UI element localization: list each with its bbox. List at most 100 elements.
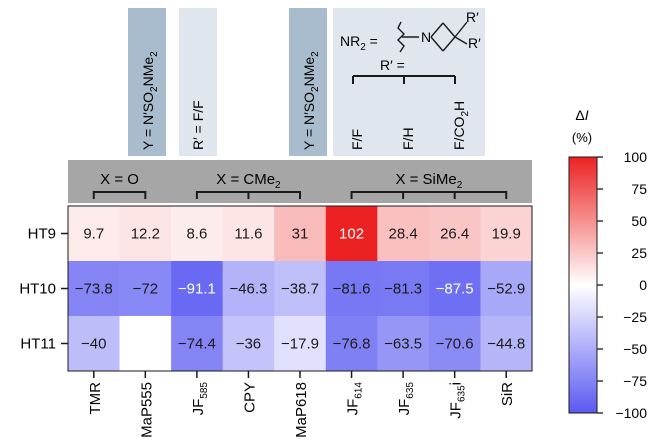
colorbar-tick-label: −100 bbox=[615, 405, 647, 421]
heatmap-cell bbox=[377, 261, 430, 317]
row-labels: HT9 HT10 HT11 bbox=[19, 226, 68, 353]
annotation-structure-panel: NR2 = N R′ R′ R′ = F/F F/H F/CO2H bbox=[333, 8, 485, 156]
heatmap-cell bbox=[222, 206, 275, 262]
column-label: CPY bbox=[241, 382, 258, 413]
heatmap-cell bbox=[222, 316, 275, 372]
heatmap-cell-label: −87.5 bbox=[436, 281, 474, 298]
heatmap-cell bbox=[119, 206, 172, 262]
heatmap-cell-label: −72 bbox=[133, 281, 158, 298]
heatmap-cell bbox=[171, 316, 223, 372]
heatmap-cell-label: 9.7 bbox=[83, 226, 104, 243]
annotation-strip-background bbox=[289, 8, 327, 156]
nr2-formula-label: NR2 = bbox=[340, 33, 378, 53]
colorbar-tick-label: 100 bbox=[624, 149, 648, 165]
heatmap-cells: 9.7 12.2 8.6 11.6 31 102 28.4 26.4 19.9 −73.8 −72 −… bbox=[68, 206, 533, 372]
colorbar-gradient bbox=[568, 156, 598, 414]
heatmap-cell-label: 28.4 bbox=[389, 226, 418, 243]
heatmap-cell-label: 31 bbox=[292, 226, 309, 243]
heatmap-cell bbox=[68, 206, 120, 262]
fluorophore-groups: X = O X = CMe2 X = SiMe2 bbox=[92, 171, 508, 199]
heatmap-cell bbox=[428, 261, 481, 317]
heatmap-cell-label: −74.4 bbox=[178, 336, 216, 353]
heatmap-cell bbox=[119, 316, 172, 372]
heatmap-cell-label: 12.2 bbox=[131, 226, 160, 243]
colorbar-ticks: 100 75 50 25 0 −25 −50 −75 −100 bbox=[597, 149, 647, 421]
colorbar-tick-label: 75 bbox=[631, 181, 647, 197]
column-label: SiR bbox=[499, 382, 516, 406]
annotation-strip-r-ff: R′ = F/F bbox=[179, 8, 217, 156]
heatmap-cell bbox=[325, 261, 378, 317]
heatmap-cell-label: −73.8 bbox=[75, 281, 113, 298]
heatmap-cell-label: −81.6 bbox=[333, 281, 371, 298]
annotation-strip-background bbox=[128, 8, 166, 156]
column-label: JF635i bbox=[448, 382, 468, 419]
group-label: X = CMe2 bbox=[216, 171, 281, 191]
wavy-bond-icon bbox=[397, 21, 405, 53]
colorbar-tick-label: 50 bbox=[631, 213, 647, 229]
heatmap-cell bbox=[480, 316, 533, 372]
heatmap-cell bbox=[68, 261, 120, 317]
heatmap-cell-label: −36 bbox=[236, 336, 261, 353]
heatmap-cell-label: 26.4 bbox=[440, 226, 469, 243]
column-label: TMR bbox=[87, 382, 104, 415]
group-label: X = O bbox=[100, 171, 139, 188]
heatmap-cell-label: −76.8 bbox=[333, 336, 371, 353]
group-label: X = SiMe2 bbox=[395, 171, 462, 191]
heatmap-cell bbox=[274, 261, 327, 317]
heatmap-cell bbox=[222, 261, 275, 317]
heatmap-cell-label: −70.6 bbox=[436, 336, 474, 353]
azetidine-structure-icon bbox=[397, 21, 468, 53]
heatmap-cell-label: 102 bbox=[339, 226, 364, 243]
heatmap-cell bbox=[325, 316, 378, 372]
annotation-r-ff-label: R′ = F/F bbox=[190, 100, 206, 150]
annotation-strip-y-nso2nme2-1: Y = N′SO2NMe2 bbox=[128, 8, 166, 156]
heatmap-cell-label: −17.9 bbox=[281, 336, 319, 353]
azetidine-n-label: N bbox=[421, 29, 431, 45]
column-labels: TMR MaP555 JF585 CPY MaP618 JF614 JF635 JF635i S… bbox=[87, 371, 516, 438]
heatmap-cell bbox=[480, 261, 533, 317]
r-option-fh-label: F/H bbox=[400, 127, 416, 150]
heatmap-cell bbox=[428, 316, 481, 372]
annotation-y-nso2nme2-label: Y = N′SO2NMe2 bbox=[301, 51, 321, 150]
annotation-strip-background bbox=[179, 8, 217, 156]
heatmap-cell bbox=[68, 316, 120, 372]
heatmap-cell bbox=[377, 316, 430, 372]
colorbar-title: ΔI bbox=[575, 107, 588, 123]
heatmap-cell-label: −52.9 bbox=[487, 281, 525, 298]
heatmap-cell bbox=[171, 206, 223, 262]
annotation-panel-background bbox=[333, 8, 485, 156]
heatmap-cell-label: −44.8 bbox=[487, 336, 525, 353]
column-label: MaP618 bbox=[293, 382, 310, 438]
row-label: HT9 bbox=[28, 226, 56, 243]
r-equals-label: R′ = bbox=[380, 57, 405, 73]
r-options-bracket bbox=[352, 75, 456, 84]
colorbar-unit: (%) bbox=[572, 130, 592, 145]
colorbar-tick-label: −75 bbox=[623, 373, 647, 389]
colorbar-tick-label: 25 bbox=[631, 245, 647, 261]
annotation-strip-y-nso2nme2-2: Y = N′SO2NMe2 bbox=[289, 8, 327, 156]
heatmap-cell-label: −46.3 bbox=[229, 281, 267, 298]
heatmap-cell bbox=[274, 316, 327, 372]
heatmap-cell-label: −40 bbox=[81, 336, 106, 353]
colorbar-tick-label: −50 bbox=[623, 341, 647, 357]
heatmap-cell-label: 8.6 bbox=[186, 226, 207, 243]
substituent-r1-label: R′ bbox=[466, 9, 479, 25]
colorbar-tick-label: 0 bbox=[639, 277, 647, 293]
heatmap-cell bbox=[377, 206, 430, 262]
heatmap-cell-label: NS bbox=[135, 336, 156, 353]
heatmap-cell bbox=[171, 261, 223, 317]
column-label: JF614 bbox=[345, 382, 365, 416]
row-label: HT10 bbox=[19, 281, 56, 298]
column-label: JF585 bbox=[190, 382, 210, 416]
heatmap-cell bbox=[119, 261, 172, 317]
row-label: HT11 bbox=[20, 336, 56, 353]
substituent-r2-label: R′ bbox=[468, 35, 481, 51]
column-label: JF635 bbox=[396, 382, 416, 416]
heatmap-cell-label: 19.9 bbox=[492, 226, 521, 243]
annotation-y-nso2nme2-label: Y = N′SO2NMe2 bbox=[140, 51, 160, 150]
heatmap-cell bbox=[274, 206, 327, 262]
heatmap-cell-label: 11.6 bbox=[234, 226, 262, 243]
r-option-fco2h-label: F/CO2H bbox=[451, 101, 471, 150]
heatmap-cell bbox=[428, 206, 481, 262]
